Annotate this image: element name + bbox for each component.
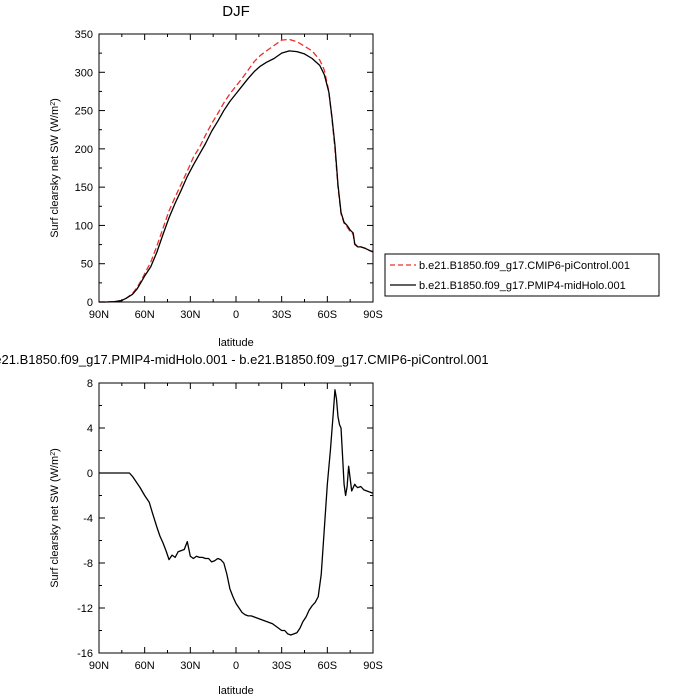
top-series-line-0 — [99, 38, 374, 303]
bottom-y-axis-label-sup: 2 — [50, 452, 57, 456]
bottom-axis-ticks: 90N 60N 30N 0 30S 60S 90S 8 4 0 -4 -8 -12 -16 — [77, 378, 383, 672]
bottom-x-tick-label: 60N — [135, 660, 155, 672]
bottom-plot-frame — [98, 382, 374, 654]
top-y-axis-label-end: ) — [49, 98, 61, 102]
top-y-tick-label: 150 — [75, 182, 93, 194]
top-plot-lines — [99, 38, 374, 303]
bottom-y-tick-label: -8 — [83, 558, 93, 570]
top-y-tick-label: 100 — [75, 220, 93, 232]
bottom-x-tick-label: 60S — [318, 660, 338, 672]
top-y-axis-label-text: Surf clearsky net SW (W/m — [49, 106, 61, 238]
top-series-line-1 — [99, 50, 374, 303]
legend-label-midholo: b.e21.B1850.f09_g17.PMIP4-midHolo.001 — [419, 280, 626, 292]
legend: b.e21.B1850.f09_g17.CMIP6-piControl.001 … — [384, 253, 660, 297]
bottom-y-tick-label: 8 — [87, 378, 93, 390]
bottom-x-axis-label: latitude — [218, 685, 253, 697]
top-x-tick-label: 60N — [135, 309, 155, 321]
top-y-axis-label-sup: 2 — [50, 102, 57, 106]
bottom-chart-title: b.e21.B1850.f09_g17.PMIP4-midHolo.001 - … — [0, 352, 489, 367]
top-y-tick-label: 50 — [81, 259, 93, 271]
top-y-tick-label: 200 — [75, 144, 93, 156]
bottom-y-tick-label: -12 — [77, 603, 93, 615]
top-x-tick-label: 30N — [180, 309, 200, 321]
top-chart-title: DJF — [222, 3, 250, 20]
bottom-panel: b.e21.B1850.f09_g17.PMIP4-midHolo.001 - … — [0, 352, 489, 697]
top-x-axis-label: latitude — [218, 337, 253, 349]
bottom-y-tick-label: 4 — [87, 423, 93, 435]
top-y-axis-label: Surf clearsky net SW (W/m2) — [49, 98, 61, 238]
top-plot-frame — [98, 33, 374, 303]
top-y-tick-label: 350 — [75, 29, 93, 41]
svg-text:Surf clearsky net SW (W/m2): Surf clearsky net SW (W/m2) — [49, 98, 61, 238]
bottom-y-tick-label: -4 — [83, 513, 93, 525]
bottom-x-tick-label: 0 — [233, 660, 239, 672]
bottom-x-tick-label: 90N — [89, 660, 109, 672]
bottom-y-axis-label-text: Surf clearsky net SW (W/m — [49, 456, 61, 588]
legend-box — [384, 253, 660, 297]
top-y-tick-label: 300 — [75, 67, 93, 79]
bottom-y-tick-label: -16 — [77, 648, 93, 660]
bottom-y-axis-label: Surf clearsky net SW (W/m2) — [49, 448, 61, 588]
top-x-tick-label: 60S — [318, 309, 338, 321]
legend-label-picontrol: b.e21.B1850.f09_g17.CMIP6-piControl.001 — [419, 260, 630, 272]
top-x-tick-label: 90N — [89, 309, 109, 321]
top-y-tick-label: 0 — [87, 297, 93, 309]
top-panel: DJF Surf clearsky net SW (W/m2) latitude… — [49, 3, 383, 349]
top-x-tick-label: 0 — [233, 309, 239, 321]
bottom-x-tick-label: 30S — [272, 660, 292, 672]
top-x-tick-label: 30S — [272, 309, 292, 321]
top-y-tick-label: 250 — [75, 106, 93, 118]
bottom-x-tick-label: 30N — [180, 660, 200, 672]
bottom-y-axis-label-end: ) — [49, 448, 61, 452]
top-x-tick-label: 90S — [363, 309, 383, 321]
bottom-plot-lines — [99, 389, 374, 636]
bottom-series-line-0 — [99, 389, 374, 636]
svg-text:Surf clearsky net SW (W/m2): Surf clearsky net SW (W/m2) — [49, 448, 61, 588]
bottom-x-tick-label: 90S — [363, 660, 383, 672]
bottom-y-tick-label: 0 — [87, 468, 93, 480]
